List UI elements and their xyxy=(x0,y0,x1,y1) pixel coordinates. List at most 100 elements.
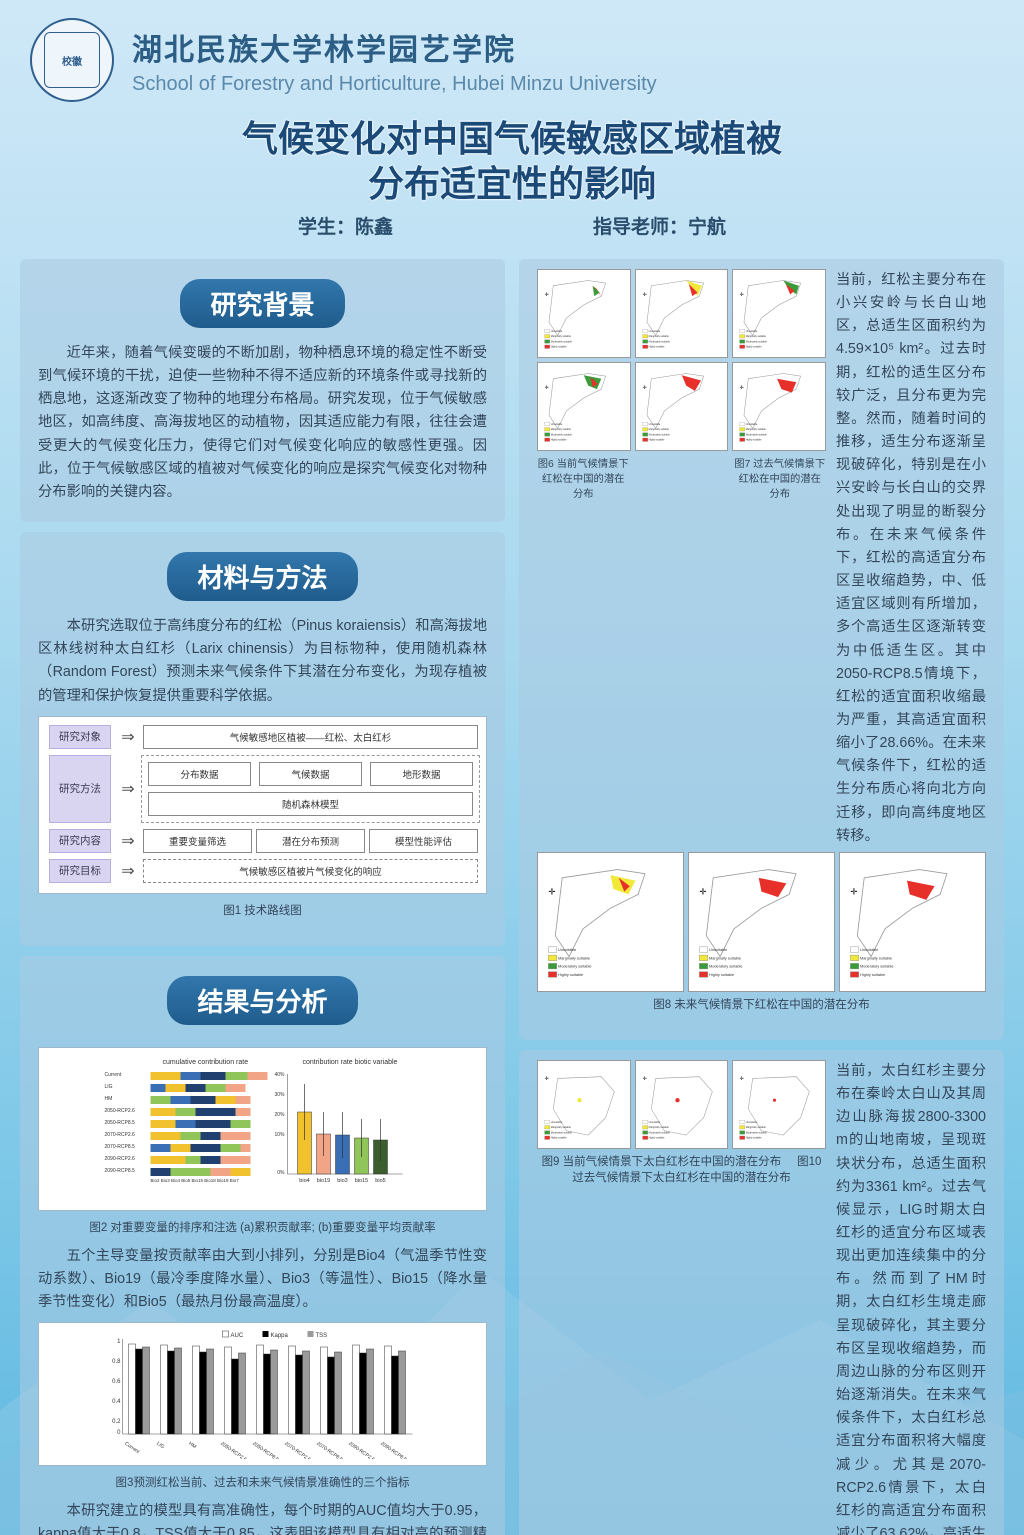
maps-grid-redpine-future: ✛ Unsuitable Marginally suitable Moderat… xyxy=(537,852,986,992)
content-wrap: 研究背景 近年来，随着气候变暖的不断加剧，物种栖息环境的稳定性不断受到气候环境的… xyxy=(0,259,1024,1535)
svg-text:✛: ✛ xyxy=(545,292,549,298)
svg-text:2050-RCP2.6: 2050-RCP2.6 xyxy=(219,1441,247,1459)
svg-text:Current: Current xyxy=(123,1441,141,1456)
svg-text:✛: ✛ xyxy=(699,887,706,896)
svg-text:Unsuitable: Unsuitable xyxy=(746,1121,758,1124)
background-title: 研究背景 xyxy=(180,279,344,328)
svg-text:✛: ✛ xyxy=(740,292,744,298)
svg-text:✛: ✛ xyxy=(740,1076,744,1082)
svg-text:Marginally suitable: Marginally suitable xyxy=(709,956,741,960)
map-cell-current-redpine-2: ✛ Unsuitable Marginally suitable Moderat… xyxy=(537,362,631,451)
svg-text:bio3: bio3 xyxy=(337,1178,347,1184)
svg-text:Unsuitable: Unsuitable xyxy=(746,330,758,333)
svg-text:LIG: LIG xyxy=(105,1084,113,1090)
svg-text:Moderately suitable: Moderately suitable xyxy=(648,434,670,437)
larix-caption-current-past: 图9 当前气候情景下太白红杉在中国的潜在分布 图10 过去气候情景下太白红杉在中… xyxy=(537,1153,826,1185)
svg-text:Highly suitable: Highly suitable xyxy=(746,1137,762,1140)
svg-text:Moderately suitable: Moderately suitable xyxy=(860,964,893,968)
svg-text:Moderately suitable: Moderately suitable xyxy=(746,1131,768,1134)
svg-text:Highly suitable: Highly suitable xyxy=(648,1137,664,1140)
svg-text:2090-RCP8.5: 2090-RCP8.5 xyxy=(105,1168,136,1174)
maps-captions-redpine: 图6 当前气候情景下红松在中国的潜在分布 图7 过去气候情景下红松在中国的潜在分… xyxy=(537,455,826,500)
svg-text:Moderately suitable: Moderately suitable xyxy=(648,340,670,343)
svg-text:Unsuitable: Unsuitable xyxy=(648,330,660,333)
svg-text:Highly suitable: Highly suitable xyxy=(648,439,664,442)
svg-text:bio4: bio4 xyxy=(299,1178,309,1184)
methods-panel: 材料与方法 本研究选取位于高纬度分布的红松（Pinus koraiensis）和… xyxy=(20,532,505,946)
svg-text:Current: Current xyxy=(105,1072,122,1078)
svg-text:✛: ✛ xyxy=(642,1076,646,1082)
background-text: 近年来，随着气候变暖的不断加剧，物种栖息环境的稳定性不断受到气候环境的干扰，迫使… xyxy=(38,342,487,504)
svg-text:AUC: AUC xyxy=(231,1333,244,1339)
map-cell-future-redpine-c: ✛ Unsuitable Marginally suitable Moderat… xyxy=(839,852,986,992)
svg-text:✛: ✛ xyxy=(545,1076,549,1082)
svg-text:2070-RCP2.6: 2070-RCP2.6 xyxy=(283,1441,311,1459)
svg-text:contribution rate biotic varia: contribution rate biotic variable xyxy=(303,1059,398,1066)
svg-text:cumulative contribution rate: cumulative contribution rate xyxy=(163,1059,249,1066)
student-label: 学生：陈鑫 xyxy=(298,212,393,239)
svg-text:Marginally suitable: Marginally suitable xyxy=(746,428,767,431)
university-name-en: School of Forestry and Horticulture, Hub… xyxy=(132,73,657,96)
svg-text:✛: ✛ xyxy=(545,385,549,391)
svg-text:Marginally suitable: Marginally suitable xyxy=(860,956,892,960)
svg-text:LIG: LIG xyxy=(155,1441,165,1451)
svg-text:Highly suitable: Highly suitable xyxy=(648,346,664,349)
svg-text:Marginally suitable: Marginally suitable xyxy=(551,335,572,338)
university-name-cn: 湖北民族大学林学园艺学院 xyxy=(132,25,657,69)
maps-grid-redpine: ✛ Unsuitable Marginally suitable Moderat… xyxy=(537,269,826,451)
svg-text:Highly suitable: Highly suitable xyxy=(746,439,762,442)
svg-text:HM: HM xyxy=(187,1441,197,1450)
maps-red-pine-panel: ✛ Unsuitable Marginally suitable Moderat… xyxy=(519,259,1004,1040)
svg-text:✛: ✛ xyxy=(740,385,744,391)
svg-text:Marginally suitable: Marginally suitable xyxy=(648,1126,669,1129)
svg-text:Marginally suitable: Marginally suitable xyxy=(551,1126,572,1129)
svg-text:40%: 40% xyxy=(274,1072,285,1078)
svg-text:✛: ✛ xyxy=(548,887,555,896)
map-cell-future-redpine-1: ✛ Unsuitable Marginally suitable Moderat… xyxy=(732,269,826,358)
svg-text:Marginally suitable: Marginally suitable xyxy=(648,428,669,431)
svg-text:2090-RCP2.6: 2090-RCP2.6 xyxy=(347,1441,375,1459)
map-cell-current-redpine-1: ✛ Unsuitable Marginally suitable Moderat… xyxy=(537,269,631,358)
map-cell-past-larix-1: ✛ Unsuitable Marginally suitable Moderat… xyxy=(635,1060,729,1149)
left-column: 研究背景 近年来，随着气候变暖的不断加剧，物种栖息环境的稳定性不断受到气候环境的… xyxy=(20,259,505,1535)
svg-text:bio5: bio5 xyxy=(375,1178,385,1184)
svg-text:2070-RCP8.5: 2070-RCP8.5 xyxy=(105,1144,136,1150)
background-panel: 研究背景 近年来，随着气候变暖的不断加剧，物种栖息环境的稳定性不断受到气候环境的… xyxy=(20,259,505,522)
svg-text:10%: 10% xyxy=(274,1132,285,1138)
map-cell-future-redpine-a: ✛ Unsuitable Marginally suitable Moderat… xyxy=(537,852,684,992)
svg-text:2050-RCP8.5: 2050-RCP8.5 xyxy=(251,1441,279,1459)
svg-text:Unsuitable: Unsuitable xyxy=(551,330,563,333)
svg-text:Highly suitable: Highly suitable xyxy=(551,346,567,349)
maps-grid-larix: ✛ Unsuitable Marginally suitable Moderat… xyxy=(537,1060,826,1149)
svg-text:0%: 0% xyxy=(277,1170,285,1176)
fig2-chart: cumulative contribution rate contributio… xyxy=(38,1047,487,1211)
svg-text:0: 0 xyxy=(117,1430,121,1436)
redpine-text-block1: 当前，红松主要分布在小兴安岭与长白山地区，总适生区面积约为4.59×10⁵ km… xyxy=(836,269,986,848)
map-cell-future-larix-1: ✛ Unsuitable Marginally suitable Moderat… xyxy=(732,1060,826,1149)
svg-text:Moderately suitable: Moderately suitable xyxy=(551,434,573,437)
svg-text:Marginally suitable: Marginally suitable xyxy=(551,428,572,431)
university-logo: 校徽 xyxy=(30,18,114,102)
svg-text:✛: ✛ xyxy=(850,887,857,896)
svg-text:Highly suitable: Highly suitable xyxy=(551,1137,567,1140)
future-redpine-caption: 图8 未来气候情景下红松在中国的潜在分布 xyxy=(537,996,986,1012)
svg-text:✛: ✛ xyxy=(642,292,646,298)
poster-header: 校徽 湖北民族大学林学园艺学院 School of Forestry and H… xyxy=(0,0,1024,259)
map-cell-past-redpine-1: ✛ Unsuitable Marginally suitable Moderat… xyxy=(635,269,729,358)
svg-text:0.4: 0.4 xyxy=(112,1399,121,1405)
advisor-label: 指导老师：宁航 xyxy=(593,212,726,239)
svg-text:Moderately suitable: Moderately suitable xyxy=(746,340,768,343)
svg-text:Unsuitable: Unsuitable xyxy=(648,423,660,426)
svg-text:Unsuitable: Unsuitable xyxy=(860,948,878,952)
svg-text:Highly suitable: Highly suitable xyxy=(860,973,885,977)
svg-text:0.6: 0.6 xyxy=(112,1379,121,1385)
map-cell-future-redpine-b: ✛ Unsuitable Marginally suitable Moderat… xyxy=(688,852,835,992)
svg-text:Bio2 Bio3 Bio4 Bio5 Bio15 Bio1: Bio2 Bio3 Bio4 Bio5 Bio15 Bio18 Bio19 Bi… xyxy=(151,1178,240,1183)
svg-text:Highly suitable: Highly suitable xyxy=(709,973,734,977)
fig3-chart: 1 0.8 0.6 0.4 0.2 0 xyxy=(38,1322,487,1466)
svg-text:TSS: TSS xyxy=(316,1333,328,1339)
fig2-caption: 图2 对重要变量的排序和注选 (a)累积贡献率; (b)重要变量平均贡献率 xyxy=(38,1219,487,1235)
larix-text-block2: 当前，太白红杉主要分布在秦岭太白山及其周边山脉海拔2800-3300 m的山地南… xyxy=(836,1060,986,1535)
svg-text:Highly suitable: Highly suitable xyxy=(558,973,583,977)
methods-text: 本研究选取位于高纬度分布的红松（Pinus koraiensis）和高海拔地区林… xyxy=(38,615,487,708)
